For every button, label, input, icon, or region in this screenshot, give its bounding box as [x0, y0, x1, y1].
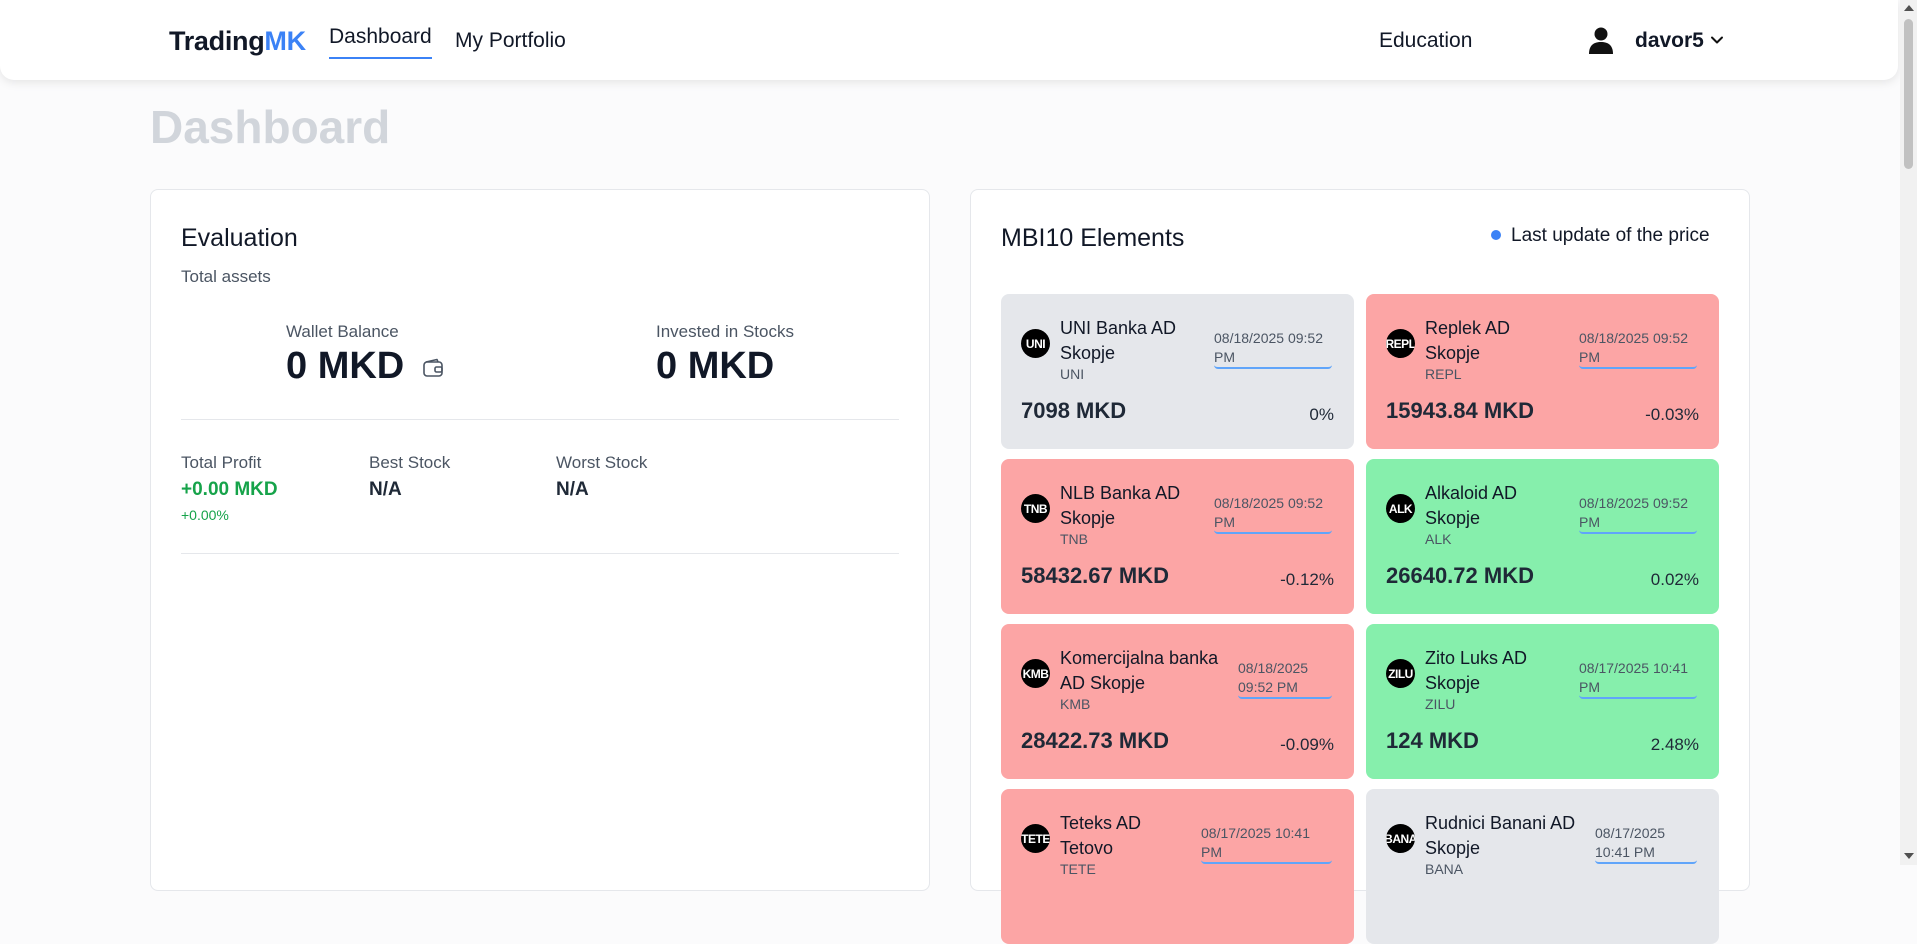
- divider: [181, 553, 899, 554]
- stock-code: KMB: [1060, 696, 1091, 712]
- stock-logo-icon: ALK: [1386, 494, 1415, 523]
- stock-name: Teteks AD Tetovo: [1060, 813, 1142, 858]
- stock-tile[interactable]: TNB NLB Banka AD Skopje TNB 08/18/2025 0…: [1001, 459, 1354, 614]
- stock-code: TETE: [1060, 861, 1096, 877]
- stock-update-date: 08/18/2025 09:52 PM: [1579, 494, 1697, 534]
- legend-label: Last update of the price: [1511, 225, 1710, 246]
- stock-update-date: 08/18/2025 09:52 PM: [1579, 329, 1697, 369]
- stock-code: TNB: [1060, 531, 1088, 547]
- chevron-down-icon[interactable]: [1709, 32, 1725, 48]
- stock-code: BANA: [1425, 861, 1464, 877]
- stock-price: 26640.72 MKD: [1386, 563, 1534, 588]
- nav-education-link[interactable]: Education: [1379, 29, 1473, 52]
- stock-change: -0.03%: [1645, 405, 1699, 424]
- stock-update-date: 08/18/2025 09:52 PM: [1214, 329, 1332, 369]
- nav-portfolio-link[interactable]: My Portfolio: [455, 29, 566, 52]
- stock-tile[interactable]: ALK Alkaloid AD Skopje ALK 08/18/2025 09…: [1366, 459, 1719, 614]
- invested-label: Invested in Stocks: [656, 322, 794, 341]
- stock-code: ZILU: [1425, 696, 1456, 712]
- stock-price: 58432.67 MKD: [1021, 563, 1169, 588]
- stock-logo-icon: ZILU: [1386, 659, 1415, 688]
- stock-name: Zito Luks AD Skopje: [1425, 648, 1528, 693]
- wallet-balance-label: Wallet Balance: [286, 322, 399, 341]
- evaluation-subtitle: Total assets: [181, 267, 271, 286]
- stock-change: 0.02%: [1650, 570, 1699, 589]
- stock-logo-icon: BANA: [1386, 824, 1415, 853]
- best-stock-value: N/A: [369, 479, 402, 500]
- stock-change: 2.48%: [1650, 735, 1699, 754]
- page-scrollbar[interactable]: [1900, 0, 1917, 865]
- stock-code: ALK: [1425, 531, 1452, 547]
- nav-dashboard-link[interactable]: Dashboard: [329, 25, 432, 59]
- scroll-up-arrow-icon[interactable]: [1904, 5, 1914, 11]
- price-update-legend: Last update of the price: [1491, 225, 1710, 247]
- top-navbar: TradingMK Dashboard My Portfolio Educati…: [0, 0, 1898, 80]
- brand-main: Trading: [169, 26, 265, 56]
- stock-logo-icon: KMB: [1021, 659, 1050, 688]
- stock-tile[interactable]: TETE Teteks AD Tetovo TETE 08/17/2025 10…: [1001, 789, 1354, 944]
- worst-stock-label: Worst Stock: [556, 453, 648, 472]
- scroll-down-arrow-icon[interactable]: [1904, 853, 1914, 859]
- invested-value: 0 MKD: [656, 345, 775, 387]
- stock-tile[interactable]: KMB Komercijalna banka AD Skopje KMB 08/…: [1001, 624, 1354, 779]
- stock-code: REPL: [1425, 366, 1462, 382]
- stock-name: Komercijalna banka AD Skopje: [1060, 648, 1219, 693]
- evaluation-title: Evaluation: [181, 224, 298, 252]
- brand-accent: MK: [264, 26, 306, 56]
- stock-price: 28422.73 MKD: [1021, 728, 1169, 753]
- stock-change: -0.12%: [1280, 570, 1334, 589]
- stock-change: -0.09%: [1280, 735, 1334, 754]
- stock-update-date: 08/17/2025 10:41 PM: [1579, 659, 1697, 699]
- stock-change: 0%: [1309, 405, 1334, 424]
- username-label[interactable]: davor5: [1635, 29, 1704, 52]
- brand-logo[interactable]: TradingMK: [169, 26, 306, 57]
- divider: [181, 419, 899, 420]
- total-profit-percent: +0.00%: [181, 507, 229, 523]
- stock-update-date: 08/17/2025 10:41 PM: [1595, 824, 1697, 864]
- wallet-balance-value: 0 MKD: [286, 345, 405, 387]
- stock-logo-icon: UNI: [1021, 329, 1050, 358]
- worst-stock-value: N/A: [556, 479, 589, 500]
- stock-logo-icon: TNB: [1021, 494, 1050, 523]
- scrollbar-thumb[interactable]: [1904, 19, 1913, 169]
- stock-name: Replek AD Skopje: [1425, 318, 1511, 363]
- stock-update-date: 08/17/2025 10:41 PM: [1201, 824, 1332, 864]
- mbi10-title: MBI10 Elements: [1001, 224, 1185, 252]
- stock-logo-icon: TETE: [1021, 824, 1050, 853]
- stock-price: 124 MKD: [1386, 728, 1479, 753]
- best-stock-label: Best Stock: [369, 453, 451, 472]
- stock-name: NLB Banka AD Skopje: [1060, 483, 1181, 528]
- stock-tile[interactable]: ZILU Zito Luks AD Skopje ZILU 08/17/2025…: [1366, 624, 1719, 779]
- stock-update-date: 08/18/2025 09:52 PM: [1238, 659, 1332, 699]
- stock-price: 15943.84 MKD: [1386, 398, 1534, 423]
- stock-price: 7098 MKD: [1021, 398, 1127, 423]
- stock-tile[interactable]: BANA Rudnici Banani AD Skopje BANA 08/17…: [1366, 789, 1719, 944]
- wallet-icon[interactable]: [421, 356, 445, 380]
- total-profit-label: Total Profit: [181, 453, 262, 472]
- mbi10-card: MBI10 Elements Last update of the price …: [970, 189, 1750, 944]
- evaluation-card: Evaluation Total assets Wallet Balance 0…: [150, 189, 930, 891]
- legend-dot-icon: [1491, 229, 1501, 240]
- stock-name: Rudnici Banani AD Skopje: [1425, 813, 1576, 858]
- stock-code: UNI: [1060, 366, 1085, 382]
- total-profit-value: +0.00 MKD: [181, 479, 278, 500]
- stock-update-date: 08/18/2025 09:52 PM: [1214, 494, 1332, 534]
- stock-tile[interactable]: REPL Replek AD Skopje REPL 08/18/2025 09…: [1366, 294, 1719, 449]
- stock-logo-icon: REPL: [1386, 329, 1415, 358]
- stock-tile[interactable]: UNI UNI Banka AD Skopje UNI 08/18/2025 0…: [1001, 294, 1354, 449]
- user-icon[interactable]: [1586, 25, 1616, 55]
- page-title: Dashboard: [150, 101, 391, 153]
- stock-name: Alkaloid AD Skopje: [1425, 483, 1518, 528]
- stock-name: UNI Banka AD Skopje: [1060, 318, 1177, 363]
